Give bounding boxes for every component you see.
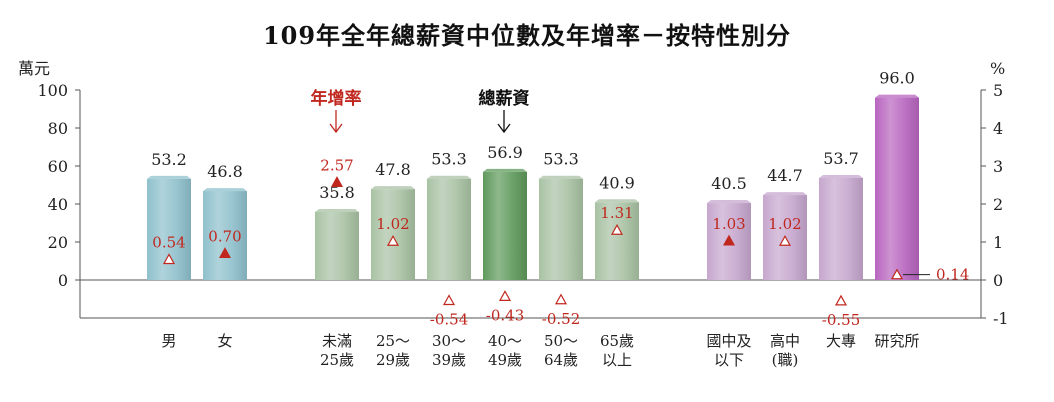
salary-value-label: 40.5 — [711, 174, 747, 193]
salary-bar-shading — [427, 178, 471, 280]
salary-bar-top — [819, 174, 863, 178]
salary-bar-shading — [315, 211, 359, 280]
category-label: 以下 — [714, 351, 744, 369]
salary-value-label: 44.7 — [767, 166, 803, 185]
growth-rate-label: -0.55 — [822, 311, 860, 329]
category-label: 女 — [217, 332, 232, 350]
salary-value-label: 56.9 — [487, 143, 523, 162]
category-label: 25～ — [376, 332, 410, 350]
salary-bar-shading — [147, 178, 191, 280]
left-axis-unit: 萬元 — [18, 59, 50, 78]
left-tick-label: 40 — [48, 195, 68, 214]
salary-value-label: 46.8 — [207, 162, 243, 181]
category-label: 64歲 — [544, 351, 578, 369]
growth-rate-marker — [610, 223, 624, 235]
growth-rate-marker — [890, 268, 904, 280]
salary-value-label: 53.7 — [823, 149, 859, 168]
salary-bar-top — [875, 94, 919, 98]
right-tick-label: 3 — [993, 157, 1003, 176]
category-label: (職) — [772, 351, 799, 369]
salary-bar-shading — [875, 97, 919, 280]
category-label: 49歲 — [488, 351, 522, 369]
growth-rate-label: 0.54 — [152, 233, 185, 251]
category-label: 高中 — [770, 332, 800, 350]
salary-bar-top — [315, 208, 359, 212]
left-tick-label: 100 — [37, 81, 68, 100]
category-label: 30～ — [432, 332, 466, 350]
growth-rate-label: 1.03 — [712, 215, 745, 233]
salary-value-label: 96.0 — [879, 69, 915, 88]
left-tick-label: 60 — [48, 157, 68, 176]
growth-rate-marker — [778, 235, 792, 246]
salary-bar-top — [147, 175, 191, 179]
left-tick-label: 0 — [58, 271, 68, 290]
growth-rate-marker — [554, 293, 568, 305]
category-label: 研究所 — [874, 332, 919, 350]
category-label: 未滿 — [322, 332, 352, 350]
annotation-growth-rate: 年增率 — [311, 88, 362, 109]
annotation-salary: 總薪資 — [479, 88, 530, 109]
growth-rate-label: -0.52 — [542, 310, 580, 328]
growth-rate-marker — [330, 176, 344, 187]
salary-bar-top — [203, 188, 247, 192]
salary-value-label: 47.8 — [375, 160, 411, 179]
category-label: 50～ — [544, 332, 578, 350]
category-label: 男 — [161, 332, 176, 350]
salary-value-label: 53.3 — [431, 150, 467, 169]
category-label: 國中及 — [706, 332, 751, 350]
salary-value-label: 35.8 — [319, 183, 355, 202]
left-tick-label: 20 — [48, 233, 68, 252]
category-label: 大專 — [826, 332, 856, 350]
growth-rate-label: 1.02 — [768, 215, 801, 233]
salary-bar-shading — [539, 178, 583, 280]
category-label: 40～ — [488, 332, 522, 350]
salary-value-label: 40.9 — [599, 173, 635, 192]
salary-value-label: 53.2 — [151, 150, 187, 169]
annotation-salary-arrow-icon — [497, 110, 511, 134]
growth-rate-label: 0.14 — [936, 266, 969, 284]
growth-rate-marker — [834, 294, 848, 306]
annotation-growth-arrow-icon — [329, 110, 343, 134]
left-tick-label: 80 — [48, 119, 68, 138]
right-tick-label: 4 — [993, 119, 1003, 138]
right-tick-label: 1 — [993, 233, 1003, 252]
salary-bar-top — [595, 199, 639, 203]
salary-bar-top — [427, 175, 471, 179]
category-label: 39歲 — [432, 351, 466, 369]
growth-rate-marker — [218, 247, 232, 258]
growth-rate-label: 1.31 — [600, 204, 633, 222]
growth-rate-marker — [722, 234, 736, 246]
growth-rate-label: 0.70 — [208, 227, 241, 245]
right-tick-label: 5 — [993, 81, 1003, 100]
growth-rate-label: -0.43 — [486, 306, 524, 324]
category-label: 25歲 — [320, 351, 354, 369]
growth-rate-label: 2.57 — [320, 156, 353, 174]
category-label: 以上 — [602, 351, 632, 369]
right-tick-label: 2 — [993, 195, 1003, 214]
salary-bar-shading — [203, 191, 247, 280]
growth-rate-marker — [162, 253, 176, 265]
growth-rate-marker — [442, 294, 456, 306]
salary-bar-top — [707, 200, 751, 204]
salary-bar-shading — [483, 171, 527, 280]
salary-bar-top — [763, 192, 807, 196]
salary-bar-shading — [371, 189, 415, 280]
salary-bar-top — [483, 168, 527, 172]
salary-bar-top — [539, 175, 583, 179]
salary-bar-shading — [819, 177, 863, 280]
growth-rate-label: 1.02 — [376, 215, 409, 233]
chart-title: 109年全年總薪資中位數及年增率－按特性別分 — [262, 21, 792, 50]
salary-value-label: 53.3 — [543, 150, 579, 169]
right-axis-unit: % — [990, 59, 1005, 78]
salary-bar-top — [371, 186, 415, 190]
right-tick-label: 0 — [993, 271, 1003, 290]
growth-rate-marker — [386, 235, 400, 246]
category-label: 65歲 — [600, 332, 634, 350]
right-tick-label: -1 — [993, 309, 1009, 328]
growth-rate-marker — [498, 290, 512, 301]
growth-rate-label: -0.54 — [430, 311, 468, 329]
category-label: 29歲 — [376, 351, 410, 369]
salary-bar-shading — [595, 202, 639, 280]
